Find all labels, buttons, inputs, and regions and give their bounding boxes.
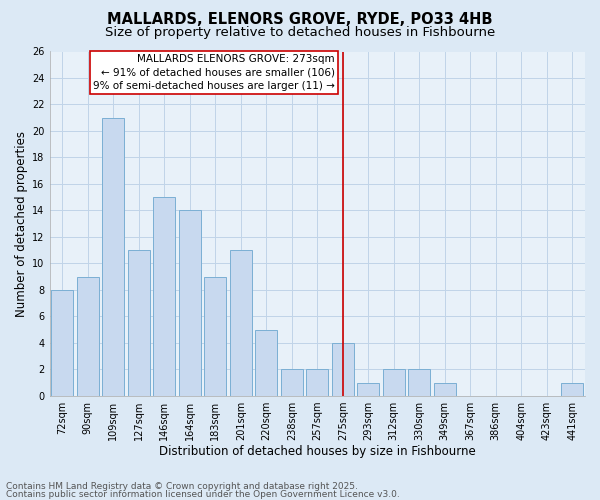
Bar <box>256 330 277 396</box>
Bar <box>128 250 149 396</box>
Bar <box>332 343 353 396</box>
Text: MALLARDS, ELENORS GROVE, RYDE, PO33 4HB: MALLARDS, ELENORS GROVE, RYDE, PO33 4HB <box>107 12 493 28</box>
Bar <box>154 197 175 396</box>
Text: MALLARDS ELENORS GROVE: 273sqm
← 91% of detached houses are smaller (106)
9% of : MALLARDS ELENORS GROVE: 273sqm ← 91% of … <box>93 54 335 90</box>
Bar <box>179 210 200 396</box>
Text: Contains public sector information licensed under the Open Government Licence v3: Contains public sector information licen… <box>6 490 400 499</box>
Bar <box>103 118 124 396</box>
Bar <box>562 382 583 396</box>
Text: Size of property relative to detached houses in Fishbourne: Size of property relative to detached ho… <box>105 26 495 39</box>
Bar <box>205 276 226 396</box>
X-axis label: Distribution of detached houses by size in Fishbourne: Distribution of detached houses by size … <box>159 444 476 458</box>
Text: Contains HM Land Registry data © Crown copyright and database right 2025.: Contains HM Land Registry data © Crown c… <box>6 482 358 491</box>
Bar <box>230 250 251 396</box>
Bar <box>52 290 73 396</box>
Bar <box>358 382 379 396</box>
Bar <box>307 370 328 396</box>
Bar <box>77 276 98 396</box>
Y-axis label: Number of detached properties: Number of detached properties <box>15 130 28 316</box>
Bar <box>409 370 430 396</box>
Bar <box>434 382 455 396</box>
Bar <box>383 370 404 396</box>
Bar <box>281 370 302 396</box>
